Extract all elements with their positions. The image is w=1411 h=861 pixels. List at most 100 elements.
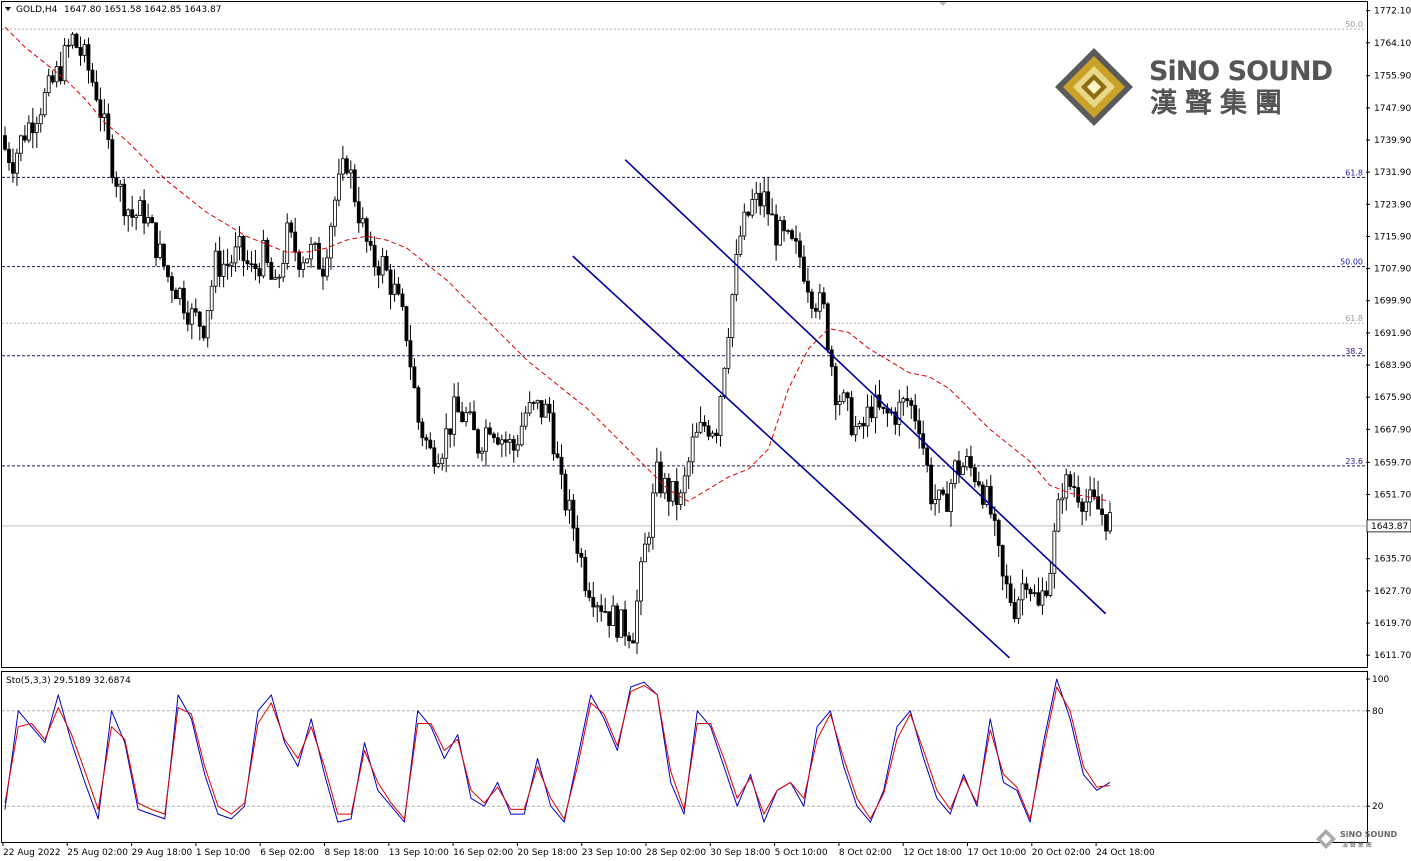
fib-label: 61.8 [1345, 168, 1363, 177]
candle-body [253, 263, 258, 270]
candle-body [607, 611, 612, 626]
candle-body [957, 460, 961, 475]
candle [440, 453, 445, 471]
time-tick-label: 5 Oct 10:00 [775, 848, 828, 858]
candle [619, 609, 623, 638]
candle-body [58, 66, 63, 82]
candle [432, 440, 437, 474]
candle-body [285, 222, 290, 264]
candle-body [18, 135, 23, 154]
candle-body [587, 590, 592, 598]
candle-body [209, 285, 214, 312]
candle-body [833, 366, 838, 406]
candle [941, 487, 945, 497]
candle-body [1008, 583, 1013, 603]
candle [762, 177, 767, 218]
candle-body [1068, 474, 1073, 487]
candle [154, 222, 158, 267]
candle [34, 116, 39, 149]
time-tick-label: 16 Sep 02:00 [453, 848, 513, 858]
candle [249, 251, 254, 273]
candle-body [360, 218, 365, 224]
candle-body [647, 536, 651, 545]
candle-body [452, 396, 457, 435]
candle-body [336, 173, 341, 201]
candle [523, 406, 528, 430]
candle-body [941, 489, 945, 495]
candle-body [1020, 583, 1025, 601]
candle [213, 242, 218, 293]
candle-body [758, 192, 763, 207]
candle [114, 171, 119, 198]
stochastic-label: Sto(5,3,3) 29.5189 32.6874 [6, 676, 131, 686]
candle [507, 433, 512, 455]
candle-body [992, 513, 997, 521]
price-tick-label: 1755.90 [1374, 72, 1411, 82]
candle [647, 532, 651, 553]
candle-body [217, 250, 222, 277]
current-price-label: 1643.87 [1371, 522, 1408, 532]
candle-body [857, 423, 862, 427]
candle-body [436, 463, 441, 467]
candle-body [241, 235, 246, 262]
candle [1032, 584, 1037, 597]
candle [472, 400, 476, 431]
candle-body [329, 225, 333, 259]
candle [1008, 575, 1013, 607]
time-tick-label: 8 Oct 02:00 [839, 848, 892, 858]
candle-body [281, 262, 286, 278]
candle [261, 229, 266, 279]
candle [1056, 492, 1061, 533]
candle-body [615, 605, 620, 638]
candle [980, 481, 985, 509]
time-tick-label: 22 Aug 2022 [3, 848, 61, 858]
candle [913, 394, 918, 430]
candle-body [694, 431, 699, 438]
candle-body [293, 231, 298, 253]
candle [464, 406, 468, 427]
candle-body [130, 209, 135, 218]
candle-body [511, 439, 516, 451]
candle-body [718, 396, 723, 437]
time-tick-label: 30 Sep 18:00 [710, 848, 770, 858]
candle [54, 60, 59, 88]
candle [38, 108, 43, 133]
candle-body [869, 406, 874, 419]
candle [961, 462, 965, 476]
dropdown-triangle-icon[interactable] [5, 7, 11, 11]
candle-body [154, 222, 158, 258]
candle-body [829, 349, 834, 367]
candle [806, 268, 810, 303]
candle-body [368, 240, 373, 246]
candle-body [42, 92, 47, 116]
symbol-label: GOLD,H4 [16, 5, 58, 15]
candle [539, 400, 544, 425]
candle [786, 229, 790, 235]
candle [559, 444, 564, 490]
candle-body [313, 242, 317, 245]
candle-body [1056, 499, 1061, 532]
candle-body [297, 251, 302, 270]
candle-body [913, 404, 918, 422]
candle-body [261, 239, 266, 277]
candle-body [249, 263, 254, 266]
price-tick-label: 1723.90 [1374, 200, 1411, 210]
candle [384, 250, 389, 272]
candle-body [583, 556, 588, 592]
candle-body [917, 420, 922, 435]
watermark-latin: SiNO SOUND [1340, 830, 1398, 839]
candle-body [317, 242, 321, 270]
candle [690, 423, 695, 474]
candle-body [118, 183, 123, 187]
candle-body [158, 243, 162, 258]
shift-marker-icon[interactable] [939, 2, 947, 6]
candle-body [301, 262, 306, 270]
candle [436, 453, 441, 469]
candle [360, 207, 365, 228]
candle [798, 232, 802, 268]
candle-body [527, 402, 532, 414]
candle [468, 402, 472, 415]
candle [392, 269, 397, 302]
candle [221, 249, 226, 288]
candle [22, 125, 27, 143]
